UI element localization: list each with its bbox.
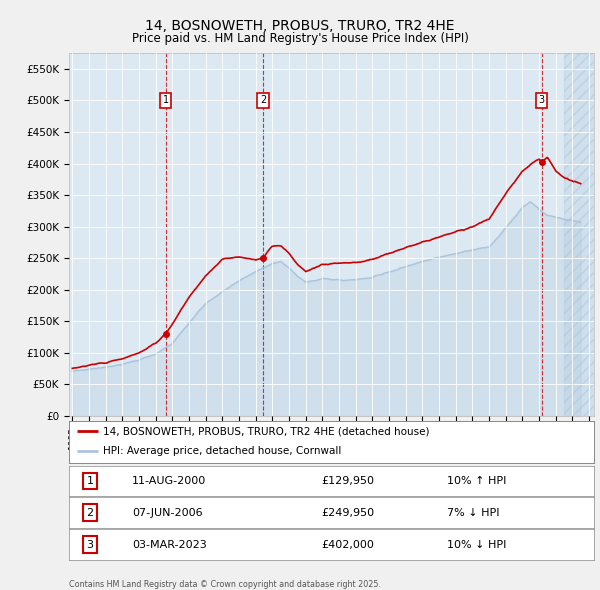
Text: 2: 2: [86, 508, 94, 517]
Text: 3: 3: [86, 540, 94, 549]
Text: Contains HM Land Registry data © Crown copyright and database right 2025.
This d: Contains HM Land Registry data © Crown c…: [69, 580, 381, 590]
Text: £129,950: £129,950: [321, 476, 374, 486]
Bar: [564, 53, 598, 416]
Text: 1: 1: [86, 476, 94, 486]
Text: 14, BOSNOWETH, PROBUS, TRURO, TR2 4HE: 14, BOSNOWETH, PROBUS, TRURO, TR2 4HE: [145, 19, 455, 33]
Text: £402,000: £402,000: [321, 540, 374, 549]
Text: 14, BOSNOWETH, PROBUS, TRURO, TR2 4HE (detached house): 14, BOSNOWETH, PROBUS, TRURO, TR2 4HE (d…: [103, 427, 430, 436]
Text: 10% ↑ HPI: 10% ↑ HPI: [447, 476, 506, 486]
Text: 2: 2: [260, 96, 266, 106]
Text: 07-JUN-2006: 07-JUN-2006: [132, 508, 203, 517]
Text: £249,950: £249,950: [321, 508, 374, 517]
Text: 3: 3: [539, 96, 545, 106]
Text: 11-AUG-2000: 11-AUG-2000: [132, 476, 206, 486]
Text: 7% ↓ HPI: 7% ↓ HPI: [447, 508, 499, 517]
Text: HPI: Average price, detached house, Cornwall: HPI: Average price, detached house, Corn…: [103, 446, 341, 456]
Text: 03-MAR-2023: 03-MAR-2023: [132, 540, 207, 549]
Bar: [564, 53, 598, 416]
Text: 10% ↓ HPI: 10% ↓ HPI: [447, 540, 506, 549]
Text: 1: 1: [163, 96, 169, 106]
Text: Price paid vs. HM Land Registry's House Price Index (HPI): Price paid vs. HM Land Registry's House …: [131, 32, 469, 45]
